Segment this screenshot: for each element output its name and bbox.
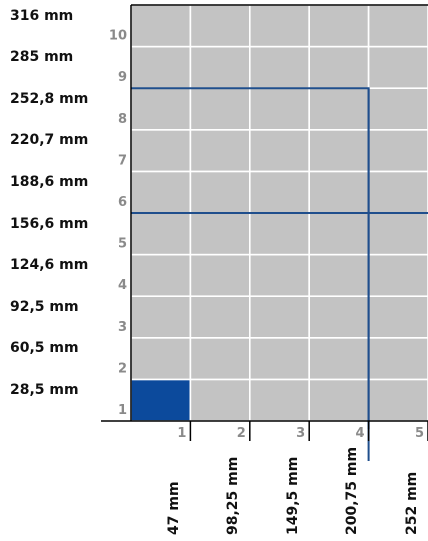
grid-cell[interactable] [367,129,428,173]
grid-cell[interactable] [249,378,311,422]
column-size-label: 200,75 mm [344,446,361,535]
column-number: 2 [237,426,246,441]
row-number: 5 [118,237,127,252]
row-size-label: 92,5 mm [10,298,79,315]
grid-cell[interactable] [130,212,192,256]
grid-cell[interactable] [130,4,192,48]
grid-cell[interactable] [249,170,311,214]
grid-cell[interactable] [189,212,251,256]
grid-cell[interactable] [130,253,192,298]
grid-cell[interactable] [308,170,370,214]
grid-cell[interactable] [308,295,370,339]
row-number: 9 [118,70,127,85]
grid-cell[interactable] [249,212,311,256]
grid-cell[interactable] [189,87,251,131]
grid-cell[interactable] [308,336,370,381]
grid-cell[interactable] [130,336,192,381]
grid-cell[interactable] [308,253,370,298]
row-number: 8 [118,112,127,127]
grid-cell[interactable] [130,45,192,89]
row-number: 10 [109,29,127,44]
row-number: 1 [118,403,127,418]
row-size-label: 156,6 mm [10,215,89,232]
grid-cell[interactable] [189,170,251,214]
row-size-label: 124,6 mm [10,257,89,274]
grid-cell[interactable] [189,253,251,298]
grid-cell[interactable] [189,129,251,173]
grid-cell[interactable] [308,87,370,131]
column-number: 3 [296,426,305,441]
column-size-label: 98,25 mm [225,456,242,535]
grid-cell[interactable] [249,253,311,298]
row-number: 4 [118,278,127,293]
row-size-label: 60,5 mm [10,340,79,357]
grid-cell[interactable] [189,45,251,89]
grid-cell[interactable] [130,129,192,173]
grid-cell[interactable] [130,87,192,131]
column-size-label: 252 mm [403,471,420,535]
grid-cell[interactable] [308,129,370,173]
row-size-label: 252,8 mm [10,90,89,107]
grid-cell[interactable] [367,336,428,381]
column-number: 1 [177,426,186,441]
grid-cell[interactable] [367,295,428,339]
grid-cell[interactable] [367,212,428,256]
row-number: 7 [118,153,127,168]
column-size-label: 149,5 mm [284,456,301,535]
column-size-label: 47 mm [166,481,182,535]
grid-cell[interactable] [130,170,192,214]
grid-cell[interactable] [189,378,251,422]
column-number: 5 [415,426,424,441]
grid-cell[interactable] [249,45,311,89]
row-number: 2 [118,361,127,376]
grid-cell[interactable] [308,378,370,422]
grid-cell[interactable] [367,45,428,89]
row-size-label: 188,6 mm [10,174,89,190]
grid-cell[interactable] [367,4,428,48]
grid-cell[interactable] [249,336,311,381]
grid-cell[interactable] [189,295,251,339]
grid-cell[interactable] [308,45,370,89]
grid-cell[interactable] [249,129,311,173]
row-number: 6 [118,195,127,210]
grid-cell[interactable] [249,295,311,339]
grid-cell[interactable] [367,87,428,131]
row-number: 3 [118,320,127,335]
row-size-label: 220,7 mm [10,132,89,149]
selected-cell[interactable] [130,378,192,422]
grid-cell[interactable] [130,295,192,339]
grid-cell[interactable] [249,4,311,48]
grid-cell[interactable] [308,4,370,48]
row-size-label: 28,5 mm [10,382,79,398]
grid-cell[interactable] [367,253,428,298]
grid-cell[interactable] [367,170,428,214]
grid-cell[interactable] [189,336,251,381]
grid-cell[interactable] [249,87,311,131]
column-number: 4 [356,426,365,441]
grid-cell[interactable] [308,212,370,256]
grid-cell[interactable] [189,4,251,48]
grid-cell[interactable] [367,378,428,422]
row-size-label: 285 mm [10,49,74,66]
row-size-label: 316 mm [10,7,74,24]
